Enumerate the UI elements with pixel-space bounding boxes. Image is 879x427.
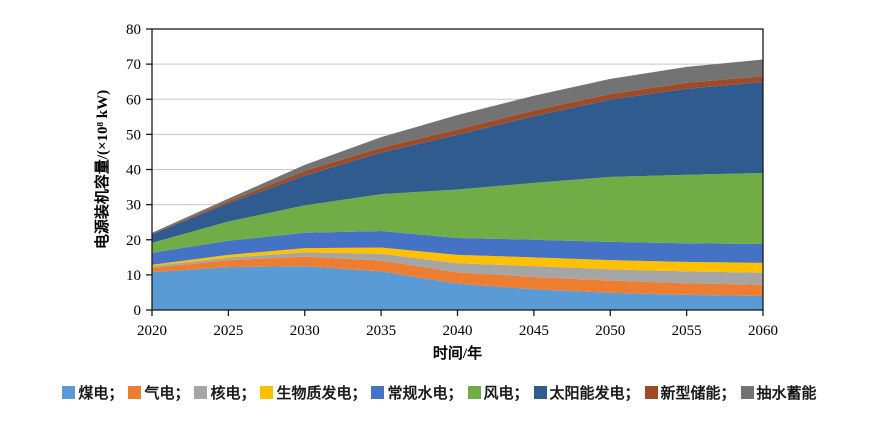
legend-item-wind: 风电； — [467, 382, 529, 403]
solar-swatch-icon — [533, 385, 547, 399]
area-pumped-storage — [152, 59, 763, 234]
x-tick-label-2030: 2030 — [290, 323, 320, 339]
y-tick-label-50: 50 — [126, 127, 141, 143]
new-storage-swatch-icon — [644, 385, 658, 399]
chart-legend: 煤电； 气电； 核电； 生物质发电； 常规水电； 风电； 太阳能发电； 新型储能； 抽水蓄能 — [0, 377, 879, 407]
legend-label-pumped-storage: 抽水蓄能 — [756, 385, 817, 402]
x-tick-label-2050: 2050 — [595, 323, 625, 339]
y-tick-label-30: 30 — [126, 198, 141, 214]
x-tick-label-2055: 2055 — [672, 323, 702, 339]
area-solar — [152, 82, 763, 243]
x-tick-label-2045: 2045 — [519, 323, 549, 339]
area-biomass — [152, 247, 763, 273]
legend-label-hydro: 常规水电； — [387, 385, 463, 402]
x-tick-label-2020: 2020 — [137, 323, 167, 339]
x-tick-label-2060: 2060 — [748, 323, 778, 339]
x-tick-label-2035: 2035 — [366, 323, 396, 339]
x-axis-title: 时间/年 — [433, 344, 482, 362]
legend-item-pumped-storage: 抽水蓄能 — [740, 382, 817, 403]
legend-item-hydro: 常规水电； — [371, 382, 463, 403]
legend-label-coal: 煤电； — [78, 385, 124, 402]
area-hydro — [152, 230, 763, 265]
biomass-swatch-icon — [260, 385, 274, 399]
y-axis-title: 电源装机容量/(×10⁸ kW) — [93, 90, 111, 249]
legend-item-nuclear: 核电； — [194, 382, 255, 403]
legend-label-gas: 气电； — [144, 385, 190, 402]
area-nuclear — [152, 252, 763, 285]
y-tick-label-40: 40 — [126, 163, 141, 179]
legend-item-biomass: 生物质发电； — [260, 382, 366, 403]
legend-label-new-storage: 新型储能； — [660, 385, 736, 402]
x-tick-label-2040: 2040 — [443, 323, 473, 339]
y-tick-label-60: 60 — [126, 92, 141, 108]
legend-item-new-storage: 新型储能； — [644, 382, 736, 403]
nuclear-swatch-icon — [194, 385, 208, 399]
y-tick-label-70: 70 — [126, 57, 141, 73]
hydro-swatch-icon — [371, 385, 385, 399]
legend-label-biomass: 生物质发电； — [276, 385, 367, 402]
y-tick-label-20: 20 — [126, 233, 141, 249]
x-tick-label-2025: 2025 — [213, 323, 243, 339]
wind-swatch-icon — [467, 385, 481, 399]
legend-label-nuclear: 核电； — [210, 385, 256, 402]
legend-item-coal: 煤电； — [62, 382, 123, 403]
legend-label-wind: 风电； — [483, 385, 529, 402]
area-coal — [152, 266, 763, 310]
y-tick-label-0: 0 — [134, 303, 142, 319]
area-wind — [152, 173, 763, 253]
gas-swatch-icon — [128, 385, 142, 399]
legend-item-gas: 气电； — [128, 382, 189, 403]
coal-swatch-icon — [62, 385, 76, 399]
legend-item-solar: 太阳能发电； — [533, 382, 640, 403]
y-tick-label-10: 10 — [126, 268, 141, 284]
area-gas — [152, 256, 763, 296]
pumped-storage-swatch-icon — [740, 385, 754, 399]
legend-label-solar: 太阳能发电； — [549, 385, 640, 402]
y-tick-label-80: 80 — [126, 22, 141, 38]
